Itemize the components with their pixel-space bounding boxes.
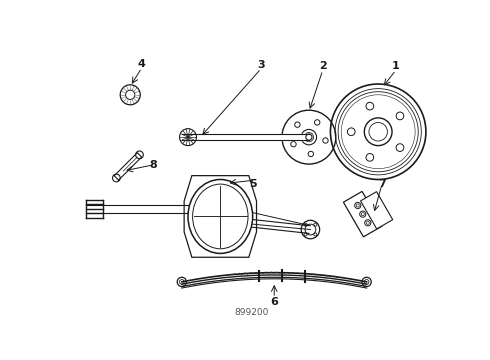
Text: 1: 1 <box>392 61 400 71</box>
Circle shape <box>362 277 371 287</box>
Polygon shape <box>184 176 257 257</box>
Polygon shape <box>343 192 382 237</box>
Circle shape <box>113 174 120 182</box>
Polygon shape <box>361 192 392 229</box>
Text: 6: 6 <box>270 297 278 307</box>
Circle shape <box>355 202 361 208</box>
Circle shape <box>360 211 366 217</box>
Polygon shape <box>114 153 142 180</box>
Text: 5: 5 <box>249 179 257 189</box>
Text: 3: 3 <box>257 60 265 70</box>
Circle shape <box>365 220 371 226</box>
Circle shape <box>177 277 187 287</box>
Text: 7: 7 <box>378 179 386 189</box>
Text: 4: 4 <box>138 59 146 69</box>
Ellipse shape <box>188 180 253 253</box>
Circle shape <box>136 151 144 159</box>
Text: 899200: 899200 <box>234 308 269 317</box>
Circle shape <box>301 220 319 239</box>
Text: 2: 2 <box>319 61 327 71</box>
Ellipse shape <box>188 180 253 253</box>
Text: 8: 8 <box>149 160 157 170</box>
